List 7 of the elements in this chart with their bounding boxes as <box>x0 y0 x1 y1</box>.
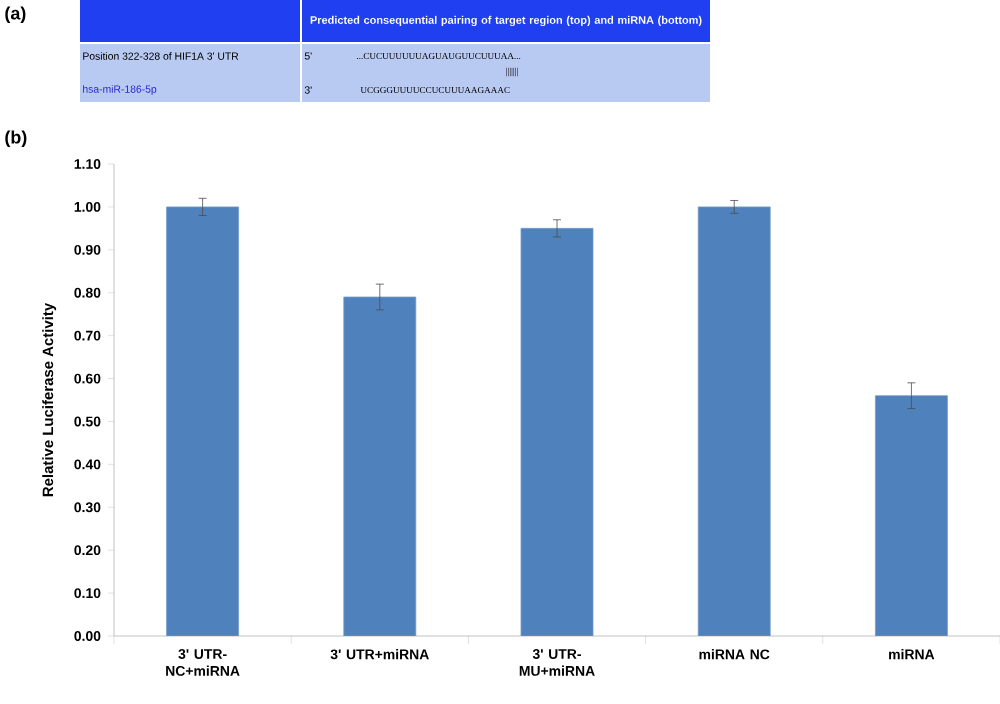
text: (a) <box>5 6 26 24</box>
chart-title: (b) <box>5 130 27 148</box>
bar <box>343 296 417 636</box>
bar <box>166 206 239 636</box>
bar <box>520 227 594 636</box>
bar <box>875 395 948 636</box>
bar <box>697 206 771 636</box>
